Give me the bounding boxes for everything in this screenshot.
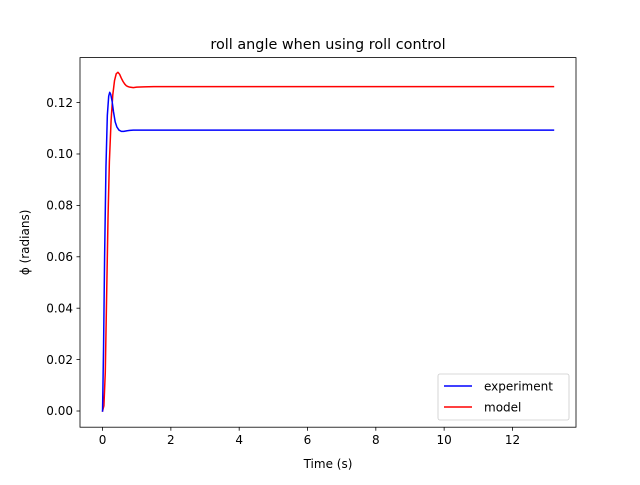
y-tick-label: 0.04 [46, 301, 73, 315]
plot-area [80, 57, 576, 428]
legend-label-experiment: experiment [484, 380, 553, 394]
x-axis-ticks: 0 2 4 6 8 10 12 [99, 427, 520, 447]
x-tick-label: 2 [167, 433, 175, 447]
y-tick-label: 0.02 [46, 353, 73, 367]
x-tick-label: 4 [235, 433, 243, 447]
y-axis-label: ϕ (radians) [18, 210, 32, 276]
x-tick-label: 0 [99, 433, 107, 447]
y-tick-label: 0.00 [46, 404, 73, 418]
y-axis-ticks: 0.00 0.02 0.04 0.06 0.08 0.10 0.12 [46, 96, 80, 418]
x-tick-label: 10 [437, 433, 452, 447]
axes-frame [79, 57, 577, 428]
y-tick-label: 0.08 [46, 199, 73, 213]
series-line-experiment [101, 91, 555, 412]
legend-label-model: model [484, 401, 521, 415]
series-line-model [101, 71, 555, 412]
series-group [101, 71, 555, 412]
y-tick-label: 0.10 [46, 147, 73, 161]
x-axis-label: Time (s) [303, 457, 353, 471]
x-tick-label: 8 [372, 433, 380, 447]
x-tick-label: 12 [505, 433, 520, 447]
chart-title: roll angle when using roll control [210, 37, 445, 53]
y-tick-label: 0.12 [46, 96, 73, 110]
y-tick-label: 0.06 [46, 250, 73, 264]
legend: experiment model [437, 373, 570, 421]
x-tick-label: 6 [304, 433, 312, 447]
